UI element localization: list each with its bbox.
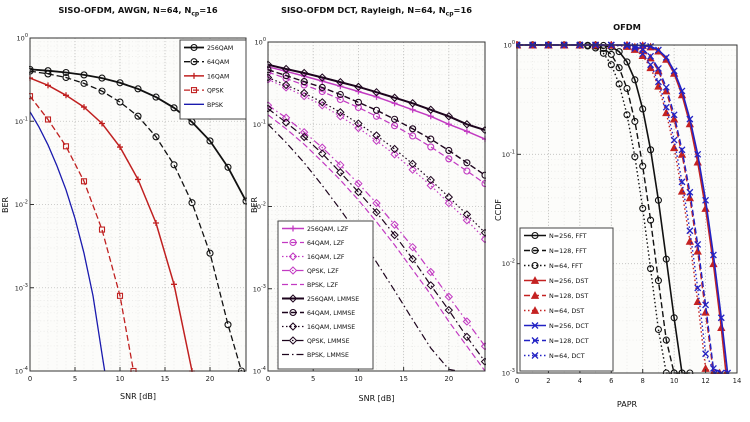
legend-label: BPSK, LMMSE [307, 352, 349, 359]
y-axis-label: BER [250, 197, 259, 214]
x-tick-label: 15 [161, 375, 170, 383]
y-tick-label: 10-2 [253, 202, 266, 212]
x-tick-label: 4 [578, 377, 582, 385]
y-tick-label: 10-4 [253, 366, 266, 376]
x-tick-label: 6 [609, 377, 613, 385]
x-tick-label: 0 [266, 375, 270, 383]
legend-label: N=256, DST [549, 277, 588, 285]
chart-title: SISO-OFDM, AWGN, N=64, Ncp=16 [58, 5, 218, 18]
legend-label: N=64, DCT [549, 352, 585, 360]
legend-label: 256QAM [207, 45, 233, 52]
legend: N=256, FFT N=128, FFT N=64, FFT N=256, DST N… [519, 227, 614, 372]
legend-label: 64QAM [207, 59, 229, 66]
y-axis-label: CCDF [495, 199, 503, 221]
x-tick-label: 2 [546, 377, 550, 385]
x-tick-label: 12 [701, 377, 710, 385]
y-tick-label: 100 [255, 37, 266, 47]
series-layer [29, 65, 247, 372]
y-tick-label: 10-2 [15, 200, 28, 210]
x-axis-label: SNR [dB] [120, 392, 156, 401]
legend: 256QAM, LZF 64QAM, LZF 16QAM, LZF QPSK, LZF… [277, 220, 374, 370]
x-tick-label: 5 [73, 375, 77, 383]
legend-label: N=128, DST [549, 292, 588, 300]
rayleigh-dct-ber-svg: 0 5 10 15 20 100 10-1 10-2 10-3 10-4 SISO-OFDM DCT… [250, 5, 486, 403]
chart-rayleigh-dct-ber: 0 5 10 15 20 100 10-1 10-2 10-3 10-4 SISO-OFDM DCT… [250, 0, 495, 422]
y-tick-label: 10-4 [15, 366, 28, 376]
legend: 256QAM 64QAM 16QAM QPSK BPSK [179, 39, 247, 120]
legend-label: BPSK, LZF [307, 282, 339, 289]
x-axis-label: PAPR [617, 400, 638, 409]
x-tick-label: 15 [399, 375, 408, 383]
x-tick-label: 8 [641, 377, 645, 385]
x-tick-label: 5 [311, 375, 315, 383]
x-tick-label: 14 [733, 377, 742, 385]
legend-label: N=128, DCT [549, 337, 589, 345]
x-tick-label: 10 [670, 377, 679, 385]
y-tick-label: 10-2 [502, 259, 515, 269]
x-tick-label: 20 [445, 375, 454, 383]
legend-label: 64QAM, LMMSE [307, 310, 355, 317]
legend-label: BPSK [207, 102, 224, 109]
legend-label: 16QAM [207, 73, 229, 80]
y-tick-label: 100 [504, 40, 515, 50]
legend-label: N=128, FFT [549, 247, 587, 255]
x-tick-label: 0 [28, 375, 32, 383]
chart-title: OFDM [613, 22, 641, 32]
legend-label: N=256, FFT [549, 232, 587, 240]
legend-label: QPSK [207, 88, 225, 95]
y-tick-label: 10-1 [253, 119, 266, 129]
y-tick-label: 10-1 [15, 116, 28, 126]
x-tick-label: 10 [116, 375, 125, 383]
legend-label: QPSK, LZF [307, 268, 339, 275]
y-tick-label: 10-3 [253, 284, 266, 294]
y-tick-label: 10-3 [502, 368, 515, 378]
legend-label: N=64, FFT [549, 262, 583, 270]
x-axis-label: SNR [dB] [359, 394, 395, 403]
y-tick-label: 10-3 [15, 283, 28, 293]
legend-label: 64QAM, LZF [307, 240, 345, 247]
y-axis-label: BER [1, 197, 10, 214]
legend-label: N=256, DCT [549, 322, 589, 330]
legend-label: 16QAM, LMMSE [307, 324, 355, 331]
legend-label: QPSK, LMMSE [307, 338, 350, 345]
legend-label: 16QAM, LZF [307, 254, 345, 261]
y-tick-label: 100 [17, 33, 28, 43]
x-tick-label: 0 [515, 377, 519, 385]
legend-label: N=64, DST [549, 307, 584, 315]
chart-awgn-ber: 0 5 10 15 20 100 10-1 10-2 10-3 10-4 SISO-OFDM, AW… [0, 0, 250, 422]
ofdm-papr-ccdf-svg: 0 2 4 6 8 10 12 14 100 10-1 10-2 10-3 OFDM PAPR CCDF N=… [495, 22, 742, 409]
chart-ofdm-papr-ccdf: 0 2 4 6 8 10 12 14 100 10-1 10-2 10-3 OFDM PAPR CCDF N=… [495, 0, 750, 422]
x-tick-label: 10 [354, 375, 363, 383]
x-tick-label: 20 [206, 375, 215, 383]
awgn-ber-svg: 0 5 10 15 20 100 10-1 10-2 10-3 10-4 SISO-OFDM, AW… [1, 5, 247, 401]
legend-label: 256QAM, LMMSE [307, 296, 359, 303]
legend-label: 256QAM, LZF [307, 226, 349, 233]
chart-title: SISO-OFDM DCT, Rayleigh, N=64, Ncp=16 [281, 5, 472, 18]
y-tick-label: 10-1 [502, 149, 515, 159]
